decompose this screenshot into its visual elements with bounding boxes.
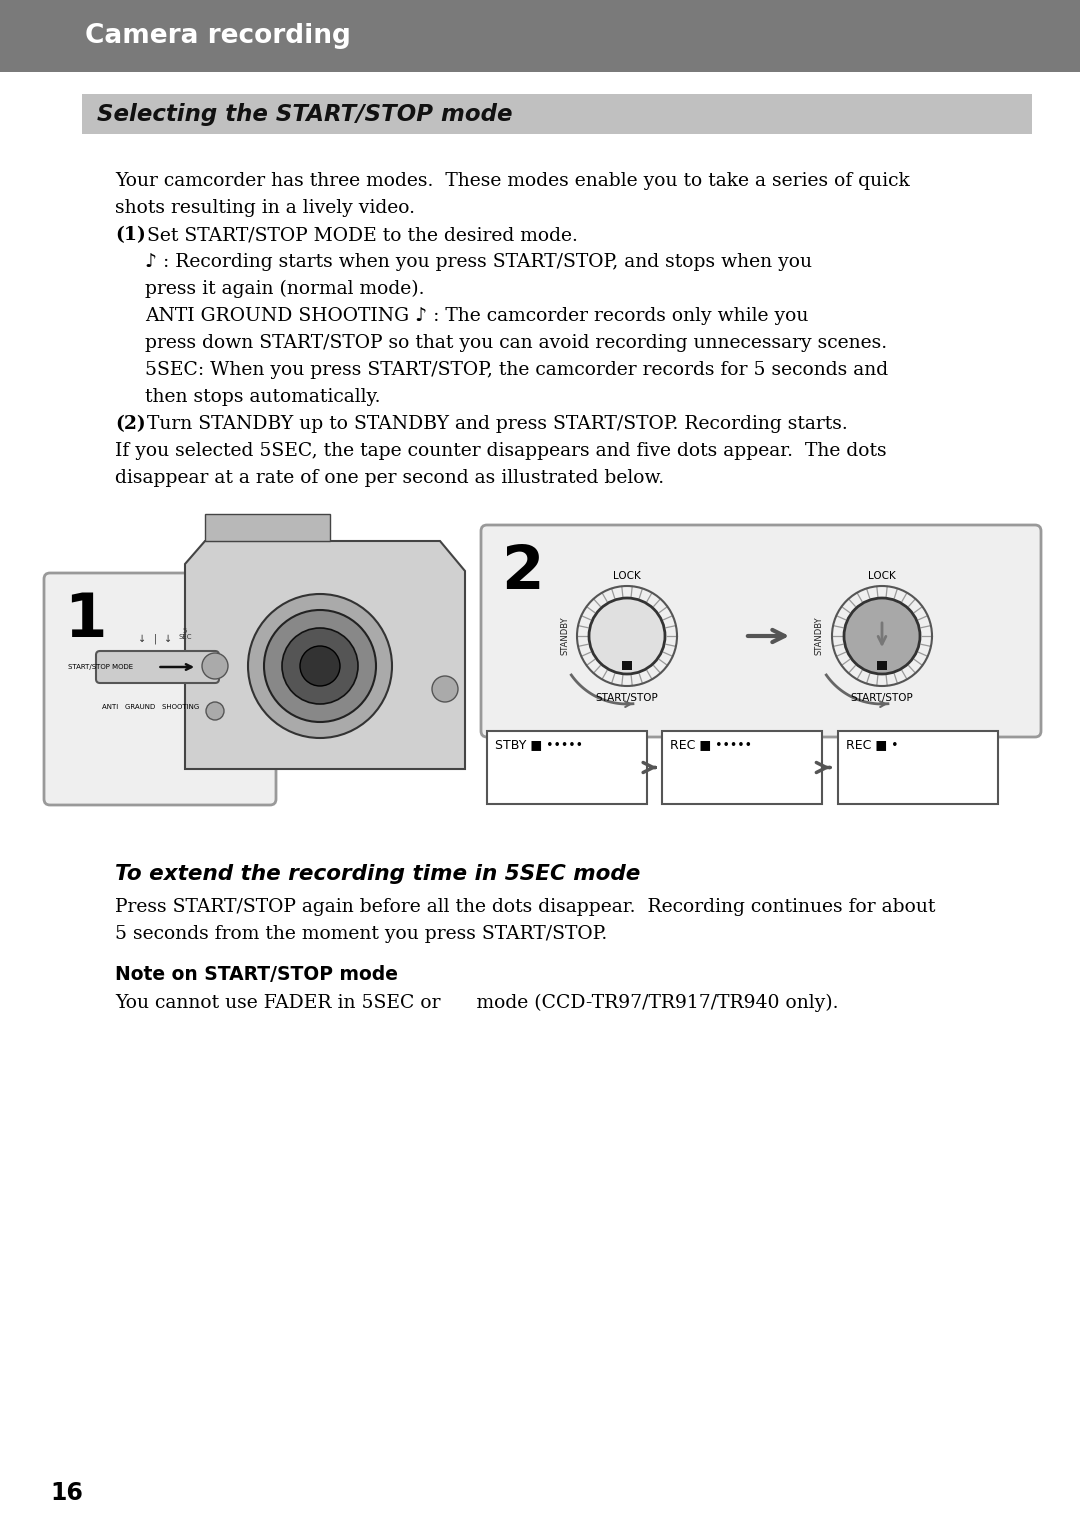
Text: 5
SEC: 5 SEC (178, 629, 192, 639)
Text: REC ■ •••••: REC ■ ••••• (670, 737, 752, 751)
Circle shape (248, 593, 392, 737)
Circle shape (300, 645, 340, 685)
Text: To extend the recording time in 5SEC mode: To extend the recording time in 5SEC mod… (114, 865, 640, 885)
FancyBboxPatch shape (481, 524, 1041, 737)
Circle shape (202, 653, 228, 679)
Circle shape (843, 598, 920, 675)
Text: Press START/STOP again before all the dots disappear.  Recording continues for a: Press START/STOP again before all the do… (114, 898, 935, 917)
Text: then stops automatically.: then stops automatically. (145, 388, 380, 406)
Text: disappear at a rate of one per second as illustrated below.: disappear at a rate of one per second as… (114, 469, 664, 487)
Text: 2: 2 (501, 543, 543, 602)
Text: START/STOP MODE: START/STOP MODE (68, 664, 133, 670)
Text: STANDBY: STANDBY (561, 616, 569, 655)
Text: STANDBY: STANDBY (815, 616, 824, 655)
Circle shape (264, 610, 376, 722)
Text: 5SEC: When you press START/STOP, the camcorder records for 5 seconds and: 5SEC: When you press START/STOP, the cam… (145, 360, 888, 379)
Bar (622, 661, 632, 670)
FancyBboxPatch shape (44, 573, 276, 805)
Polygon shape (205, 514, 330, 541)
Text: (2): (2) (114, 415, 146, 432)
Polygon shape (185, 541, 465, 770)
Circle shape (206, 702, 224, 721)
Bar (0, 0, 1080, 72)
Text: REC ■ •: REC ■ • (846, 737, 899, 751)
Text: ♪ : Recording starts when you press START/STOP, and stops when you: ♪ : Recording starts when you press STAR… (145, 253, 812, 271)
Text: Your camcorder has three modes.  These modes enable you to take a series of quic: Your camcorder has three modes. These mo… (114, 172, 909, 190)
Text: ANTI   GRAUND   SHOOTING: ANTI GRAUND SHOOTING (102, 704, 199, 710)
Text: Set START/STOP MODE to the desired mode.: Set START/STOP MODE to the desired mode. (147, 225, 578, 244)
Text: Turn STANDBY up to STANDBY and press START/STOP. Recording starts.: Turn STANDBY up to STANDBY and press STA… (147, 415, 848, 432)
Text: ↓: ↓ (164, 635, 172, 644)
Circle shape (282, 629, 357, 704)
Bar (838, 731, 998, 803)
FancyBboxPatch shape (96, 652, 219, 684)
Text: Selecting the START/STOP mode: Selecting the START/STOP mode (97, 103, 513, 126)
Text: (1): (1) (114, 225, 146, 244)
Text: Camera recording: Camera recording (85, 23, 351, 49)
Text: ANTI GROUND SHOOTING ♪ : The camcorder records only while you: ANTI GROUND SHOOTING ♪ : The camcorder r… (145, 307, 808, 325)
Bar (662, 731, 822, 803)
Text: shots resulting in a lively video.: shots resulting in a lively video. (114, 199, 415, 218)
Text: You cannot use FADER in 5SEC or      mode (CCD-TR97/TR917/TR940 only).: You cannot use FADER in 5SEC or mode (CC… (114, 993, 838, 1012)
Bar (877, 661, 887, 670)
Circle shape (432, 676, 458, 702)
Text: If you selected 5SEC, the tape counter disappears and five dots appear.  The dot: If you selected 5SEC, the tape counter d… (114, 442, 887, 460)
Text: START/STOP: START/STOP (851, 693, 914, 704)
Text: |: | (153, 633, 157, 644)
Text: LOCK: LOCK (613, 570, 640, 581)
Bar (487, 731, 647, 803)
Bar (82, 94, 1032, 133)
Text: ↓: ↓ (138, 635, 146, 644)
Text: START/STOP: START/STOP (596, 693, 659, 704)
Text: 5 seconds from the moment you press START/STOP.: 5 seconds from the moment you press STAR… (114, 924, 607, 943)
Text: STBY ■ •••••: STBY ■ ••••• (495, 737, 583, 751)
Text: 1: 1 (64, 592, 107, 650)
Text: press it again (normal mode).: press it again (normal mode). (145, 281, 424, 299)
Text: press down START/STOP so that you can avoid recording unnecessary scenes.: press down START/STOP so that you can av… (145, 334, 887, 353)
Text: LOCK: LOCK (868, 570, 896, 581)
Circle shape (589, 598, 665, 675)
Text: Note on START/STOP mode: Note on START/STOP mode (114, 964, 399, 984)
Text: 16: 16 (50, 1481, 83, 1505)
